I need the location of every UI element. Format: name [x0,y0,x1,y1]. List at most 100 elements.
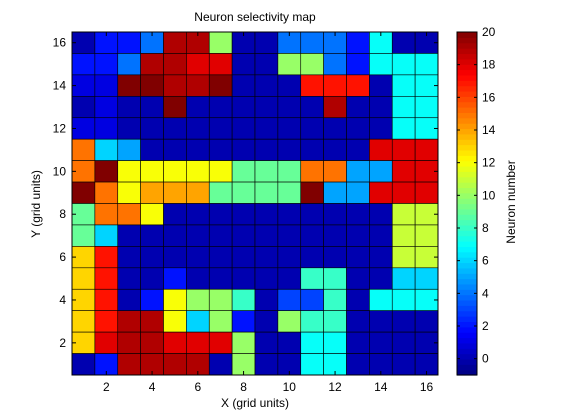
x-tick-label: 12 [328,380,342,394]
heatmap-cell [208,117,233,140]
heatmap-cell [117,310,141,333]
colorbar-tick-label: 10 [482,188,496,202]
colorbar-segment [457,246,477,253]
heatmap-cell [300,246,324,269]
heatmap-cell [323,74,347,97]
heatmap-cell [208,53,233,76]
heatmap-cell [277,160,302,183]
heatmap-cell [391,267,416,290]
heatmap-cell [117,138,141,161]
heatmap-cell [186,203,210,226]
heatmap-cell [369,203,393,226]
heatmap-cell [391,203,416,226]
heatmap-cell [140,117,164,140]
heatmap-cell [346,53,370,76]
colorbar-segment [457,230,477,237]
colorbar-segment [457,203,477,210]
heatmap-cell [140,331,164,354]
heatmap-cell [254,138,279,161]
heatmap-cell [369,96,393,119]
heatmap-cell [277,331,302,354]
heatmap-cell [163,267,187,290]
colorbar-segment [457,139,477,146]
heatmap-cell [163,53,187,76]
heatmap-cell [323,138,347,161]
heatmap-cell [346,267,370,290]
heatmap-cell [186,267,210,290]
heatmap-cell [300,310,324,333]
heatmap-cell [231,160,256,183]
heatmap-cell [117,353,141,376]
colorbar-segment [457,80,477,87]
heatmap-cell [300,331,324,354]
colorbar-segment [457,289,477,296]
colorbar-segment [457,96,477,103]
heatmap-cell [140,203,164,226]
colorbar-frame [456,31,478,376]
heatmap-cell [94,96,119,119]
colorbar-segment [457,305,477,312]
colorbar-segment [457,219,477,226]
heatmap-cell [346,160,370,183]
heatmap-cell [94,203,119,226]
x-tick-label: 8 [240,380,247,394]
heatmap-cell [163,331,187,354]
colorbar-tick-label: 4 [482,286,489,300]
heatmap-cell [117,331,141,354]
colorbar-segment [457,235,477,242]
heatmap-cell [231,117,256,140]
y-tick-label: 2 [59,336,66,350]
heatmap-cell [346,117,370,140]
colorbar-segment [457,192,477,199]
heatmap-cell [391,353,416,376]
heatmap-cell [346,96,370,119]
heatmap-cell [163,203,187,226]
x-tick-label: 16 [420,380,434,394]
heatmap-cell [369,331,393,354]
heatmap-cell [140,74,164,97]
colorbar-segment [457,101,477,108]
colorbar-segment [457,241,477,247]
heatmap-cell [140,224,164,247]
heatmap-cell [117,96,141,119]
heatmap-cell [117,117,141,140]
colorbar-segment [457,160,477,167]
heatmap-cell [208,310,233,333]
heatmap-cell [391,53,416,76]
y-tick-label: 4 [59,293,66,307]
heatmap-cell [140,96,164,119]
heatmap-cell [140,288,164,311]
heatmap-cell [254,160,279,183]
heatmap-cell [277,74,302,97]
heatmap-cell [71,224,96,247]
heatmap-cell [94,267,119,290]
heatmap-cell [346,203,370,226]
heatmap-cell [231,224,256,247]
heatmap-cell [254,310,279,333]
heatmap-cell [414,310,439,333]
heatmap-cell [254,331,279,354]
heatmap-cell [117,181,141,204]
colorbar-segment [457,342,477,349]
heatmap-grid [71,31,439,376]
heatmap-cell [117,160,141,183]
heatmap-cell [391,160,416,183]
heatmap-cell [163,310,187,333]
heatmap-cell [117,288,141,311]
heatmap-cell [277,203,302,226]
colorbar-segment [457,358,477,365]
heatmap-cell [277,53,302,76]
heatmap-cell [208,224,233,247]
heatmap-cell [346,331,370,354]
heatmap-cell [300,96,324,119]
heatmap-cell [300,288,324,311]
heatmap-cell [231,181,256,204]
colorbar-segment [457,214,477,221]
heatmap-cell [94,331,119,354]
heatmap-cell [277,224,302,247]
heatmap-cell [140,310,164,333]
heatmap-cell [277,267,302,290]
colorbar-segment [457,348,477,355]
heatmap-cell [300,117,324,140]
heatmap-cell [254,74,279,97]
